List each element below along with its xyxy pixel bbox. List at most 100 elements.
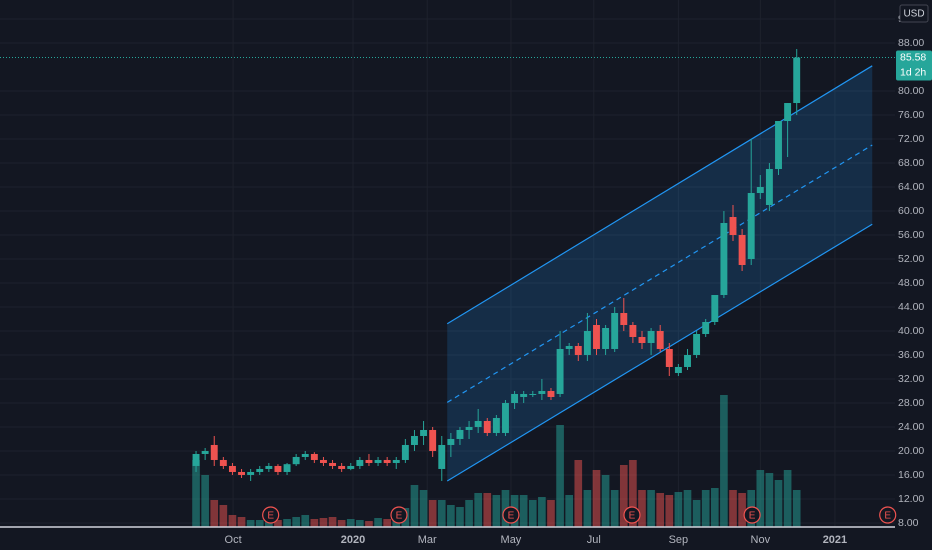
y-tick-label: 36.00 <box>898 349 924 361</box>
candle-body <box>411 435 418 445</box>
volume-bar <box>465 500 473 527</box>
y-tick-label: 44.00 <box>898 301 924 313</box>
volume-bar <box>310 519 319 527</box>
y-tick-label: 24.00 <box>898 421 924 433</box>
candle-body <box>301 453 309 457</box>
y-tick-label: 48.00 <box>898 277 924 289</box>
candle-body <box>438 444 446 469</box>
candle-body <box>392 459 400 463</box>
earnings-marker <box>390 506 408 524</box>
candle-body <box>356 459 364 466</box>
earnings-label: E <box>749 511 756 522</box>
volume-bar <box>629 460 637 527</box>
candle-body <box>583 330 591 355</box>
candle-body <box>538 390 546 394</box>
volume-bar <box>337 520 346 527</box>
earnings-label: E <box>884 511 891 522</box>
candle-body <box>456 429 464 439</box>
candle-body <box>656 330 664 349</box>
candle-body <box>502 402 509 433</box>
volume-bar <box>665 495 674 527</box>
candle-body <box>238 471 246 475</box>
volume-bar <box>765 473 774 527</box>
volume-bar <box>601 475 610 527</box>
candle-body <box>620 312 628 325</box>
candle-body <box>602 327 610 349</box>
candle-body <box>219 459 227 466</box>
volume-bar <box>547 500 555 527</box>
volume-bar <box>638 490 646 527</box>
candle-body <box>429 429 437 451</box>
volume-bar <box>374 518 382 527</box>
x-tick-label: May <box>501 534 522 546</box>
volume-bar <box>201 475 209 527</box>
candle-body <box>347 465 355 469</box>
candle-body <box>665 348 673 367</box>
volume-bar <box>674 492 683 527</box>
last-price-label: 85.58 <box>900 51 926 63</box>
earnings-marker <box>743 506 761 524</box>
volume-bar <box>720 395 728 527</box>
y-tick-label: 76.00 <box>898 109 924 121</box>
candle-body <box>629 324 637 337</box>
volume-bar <box>456 507 464 527</box>
candle-body <box>765 169 773 206</box>
candle-body <box>365 459 373 463</box>
last-price-box <box>896 50 932 81</box>
y-tick-label: 56.00 <box>898 229 924 241</box>
earnings-label: E <box>629 511 636 522</box>
candle-body <box>684 354 691 367</box>
candle-body <box>556 348 564 394</box>
candle-body <box>201 450 209 454</box>
volume-bar <box>538 497 546 527</box>
x-tick-label: Sep <box>669 534 689 546</box>
volume-bar <box>474 493 482 527</box>
y-tick-label: 28.00 <box>898 397 924 409</box>
volume-bar <box>365 521 373 527</box>
y-tick-label: 20.00 <box>898 445 924 457</box>
candle-body <box>511 393 519 403</box>
y-tick-label: 68.00 <box>898 157 924 169</box>
volume-bar <box>774 480 783 527</box>
candle-body <box>274 465 282 472</box>
candle-body <box>529 393 537 395</box>
channel-line <box>446 65 873 325</box>
y-tick-label: 72.00 <box>898 133 924 145</box>
volume-bar <box>483 493 492 527</box>
volume-bar <box>574 460 583 527</box>
volume-bar <box>437 500 446 527</box>
candle-body <box>465 426 473 430</box>
candle-body <box>611 312 619 349</box>
volume-bar <box>647 490 655 527</box>
y-tick-label: 52.00 <box>898 253 924 265</box>
volume-bar <box>428 500 437 527</box>
volume-bar <box>610 490 619 527</box>
y-tick-label: 60.00 <box>898 205 924 217</box>
candle-body <box>720 223 728 295</box>
channel-mid <box>446 144 873 403</box>
x-tick-label: Nov <box>751 534 771 546</box>
x-tick-label: 2021 <box>823 534 847 546</box>
candle-body <box>775 121 782 170</box>
volume-bar <box>701 490 710 527</box>
candle-body <box>265 465 273 469</box>
candle-body <box>647 330 655 343</box>
volume-bar <box>738 493 746 527</box>
candle-body <box>747 193 755 260</box>
candle-body <box>565 345 573 349</box>
volume-bar <box>756 470 765 527</box>
volume-bar <box>447 505 455 527</box>
candle-body <box>483 420 491 433</box>
volume-bar <box>328 517 337 527</box>
candle-body <box>520 393 528 397</box>
candle-body <box>756 187 764 194</box>
candle-body <box>447 438 455 445</box>
volume-bar <box>319 518 328 527</box>
x-tick-label: Jul <box>587 534 601 546</box>
x-tick-label: Oct <box>225 534 242 546</box>
earnings-marker <box>262 506 280 524</box>
y-tick-label: 40.00 <box>898 325 924 337</box>
volume-bar <box>283 519 291 527</box>
volume-bar <box>519 495 528 527</box>
